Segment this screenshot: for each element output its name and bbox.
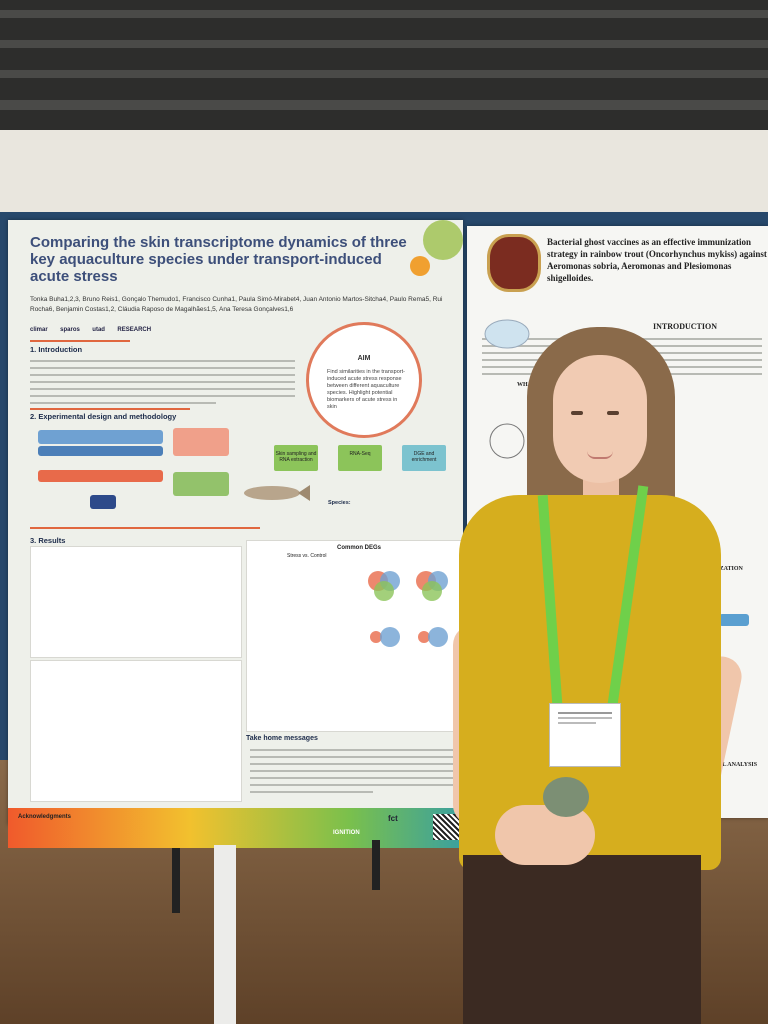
yellow-shirt bbox=[459, 495, 721, 870]
take-home-section: Take home messages bbox=[246, 735, 461, 805]
decor-circle bbox=[410, 256, 430, 276]
board-leg bbox=[172, 848, 180, 913]
control-group-box bbox=[173, 472, 229, 496]
right-poster-title: Bacterial ghost vaccines as an effective… bbox=[547, 237, 767, 283]
face bbox=[553, 355, 647, 483]
section-design: 2. Experimental design and methodology bbox=[30, 412, 177, 421]
decor-circle bbox=[423, 220, 463, 260]
utad-logo: utad bbox=[92, 327, 105, 333]
fct-logo: fct bbox=[388, 814, 398, 823]
section-divider bbox=[30, 408, 190, 410]
species-label: Species: bbox=[328, 500, 351, 506]
pca-plots-panel bbox=[30, 546, 242, 658]
name-badge bbox=[549, 703, 621, 767]
fish-group-bar bbox=[38, 446, 163, 456]
qr-code bbox=[433, 814, 459, 840]
section-divider bbox=[30, 527, 260, 529]
step-dge: DGE and enrichment bbox=[402, 445, 446, 471]
common-degs-panel: Common DEGs Stress vs. Control bbox=[246, 540, 463, 732]
ceiling bbox=[0, 0, 768, 150]
eye bbox=[607, 411, 619, 415]
enrichment-plots-panel bbox=[30, 660, 242, 802]
poster-authors: Tonka Buha1,2,3, Bruno Reis1, Gonçalo Th… bbox=[30, 296, 443, 313]
poster-stand-pole bbox=[214, 845, 236, 1024]
eye bbox=[571, 411, 583, 415]
research-logo: RESEARCH bbox=[117, 327, 152, 333]
acknowledgments-heading: Acknowledgments bbox=[18, 814, 72, 820]
left-poster: Comparing the skin transcriptome dynamic… bbox=[8, 220, 463, 825]
stress-group-box bbox=[173, 428, 229, 456]
brown-pants bbox=[463, 855, 701, 1024]
clasped-hands bbox=[495, 805, 595, 865]
ignition-logo: IGNITION bbox=[333, 830, 360, 836]
section-introduction: 1. Introduction bbox=[30, 345, 83, 354]
aim-heading: AIM bbox=[357, 355, 371, 362]
section-results: 3. Results bbox=[30, 536, 66, 545]
aim-text: Find similarities in the transport-induc… bbox=[327, 369, 405, 410]
step-skin-sampling: Skin sampling and RNA extraction bbox=[274, 445, 318, 471]
right-intro-heading: INTRODUCTION bbox=[653, 322, 718, 331]
badge-text bbox=[558, 712, 612, 727]
fish-illustration bbox=[244, 485, 310, 501]
tank-icon bbox=[719, 614, 749, 626]
bacterium-illustration bbox=[484, 319, 530, 349]
scrunchie bbox=[543, 777, 589, 817]
university-seal bbox=[487, 234, 541, 292]
take-home-heading: Take home messages bbox=[246, 735, 318, 742]
transport-bar bbox=[38, 470, 163, 482]
aim-circle: AIM Find similarities in the transport-i… bbox=[306, 322, 422, 438]
bacteria-ghost-diagram bbox=[489, 423, 525, 459]
step-rna-seq: RNA-Seq bbox=[338, 445, 382, 471]
common-degs-label: Common DEGs bbox=[337, 545, 382, 551]
venn-diagrams bbox=[368, 571, 448, 647]
fish-group-bar bbox=[38, 430, 163, 444]
sparos-logo: sparos bbox=[60, 327, 80, 333]
stress-vs-control-label: Stress vs. Control bbox=[287, 553, 327, 559]
poster-title: Comparing the skin transcriptome dynamic… bbox=[30, 234, 407, 285]
climar-logo: climar bbox=[30, 327, 48, 333]
board-leg bbox=[372, 840, 380, 890]
presenter bbox=[453, 325, 755, 1024]
mouth bbox=[587, 451, 613, 459]
logo-row: climar sparos utad RESEARCH bbox=[30, 318, 270, 333]
poster-footer: Acknowledgments IGNITION fct bbox=[8, 808, 463, 848]
truck-icon bbox=[90, 495, 116, 509]
intro-text bbox=[30, 360, 295, 409]
section-divider bbox=[30, 340, 130, 342]
take-home-text bbox=[250, 749, 455, 798]
